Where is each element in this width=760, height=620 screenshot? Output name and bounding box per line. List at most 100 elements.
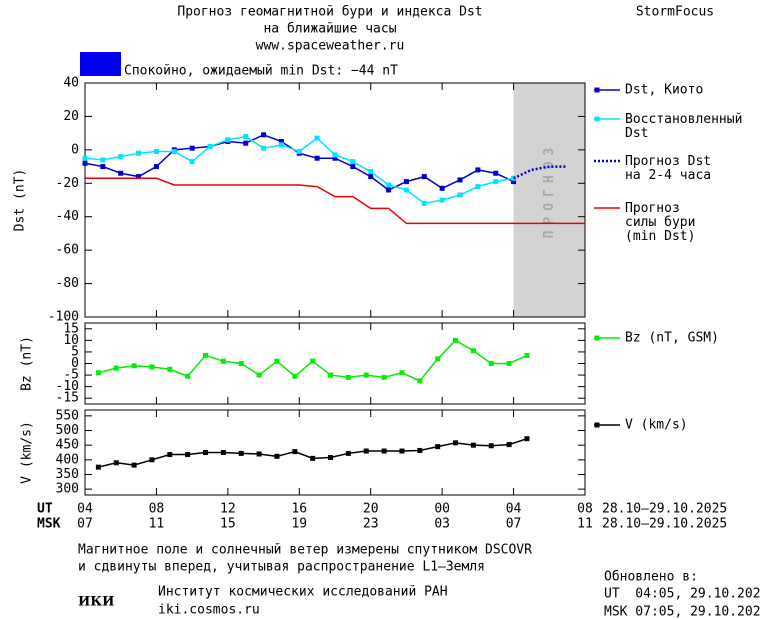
point	[261, 132, 267, 138]
point	[171, 149, 177, 155]
point	[256, 451, 262, 457]
legend-label: Dst, Киото	[625, 83, 703, 98]
y-tick-label: 5	[71, 344, 79, 359]
y-tick-label: 20	[63, 109, 79, 124]
status-box	[80, 52, 121, 76]
point	[345, 374, 351, 380]
y-axis-label: Dst (nT)	[13, 169, 28, 232]
point	[439, 185, 445, 191]
point	[261, 145, 267, 151]
point	[524, 436, 530, 442]
point	[470, 348, 476, 354]
point	[82, 155, 88, 161]
y-tick-label: 400	[56, 452, 79, 467]
institute: Институт космических исследований РАН	[158, 585, 448, 600]
point	[296, 149, 302, 155]
x-tick-label: 00	[434, 502, 450, 517]
point	[511, 179, 517, 185]
y-tick-label: 15	[63, 321, 79, 336]
point	[328, 372, 334, 378]
point	[363, 448, 369, 454]
point	[100, 157, 106, 163]
point	[457, 192, 463, 198]
brand: StormFocus	[636, 5, 714, 20]
point	[421, 200, 427, 206]
legend-label: Прогноз силы бури (min Dst)	[625, 201, 695, 244]
point	[256, 372, 262, 378]
point	[403, 179, 409, 185]
point	[243, 133, 249, 139]
point	[82, 160, 88, 166]
point	[207, 144, 213, 150]
point	[421, 174, 427, 180]
point	[475, 167, 481, 173]
point	[457, 177, 463, 183]
legend-label: V (km/s)	[625, 418, 688, 433]
y-tick-label: 0	[71, 142, 79, 157]
point	[113, 365, 119, 371]
point	[203, 352, 209, 358]
footer-note: Магнитное поле и солнечный ветер измерен…	[78, 543, 532, 558]
y-tick-label: -80	[56, 276, 79, 291]
y-tick-label: -20	[56, 176, 79, 191]
point	[238, 361, 244, 366]
point	[118, 170, 124, 176]
y-tick-label: 40	[63, 76, 79, 91]
point	[131, 363, 137, 369]
point	[332, 155, 338, 161]
point	[506, 442, 512, 448]
y-tick-label: 10	[63, 333, 79, 348]
x-tick-label: 20	[363, 502, 379, 517]
y-tick-label: -15	[56, 391, 79, 406]
point	[386, 182, 392, 188]
series-line	[84, 134, 514, 191]
point	[185, 373, 191, 379]
x-tick-label: 08	[577, 502, 593, 517]
point	[399, 448, 405, 454]
point	[203, 450, 209, 455]
subtitle: на ближайшие часы	[263, 22, 396, 37]
point	[417, 378, 423, 384]
point	[403, 187, 409, 193]
point	[167, 452, 173, 458]
point	[292, 373, 298, 379]
date-range: 28.10–29.10.2025	[602, 517, 727, 532]
y-tick-label: 550	[56, 408, 79, 423]
point	[332, 152, 338, 158]
point	[153, 149, 159, 155]
point	[399, 370, 405, 376]
x-tick-label: 04	[506, 502, 522, 517]
forecast-region	[513, 83, 585, 317]
url: www.spaceweather.ru	[256, 39, 405, 54]
point	[238, 450, 244, 456]
point	[243, 140, 249, 146]
plot-frame	[84, 82, 586, 318]
updated-msk: MSK 07:05, 29.10.2025	[604, 605, 760, 620]
x-tick-label-msk: 03	[434, 517, 450, 532]
point	[381, 448, 387, 454]
x-tick-label: 08	[149, 502, 165, 517]
point	[136, 150, 142, 156]
point	[475, 184, 481, 190]
series-line	[85, 177, 585, 225]
point	[488, 361, 494, 366]
y-tick-label: 300	[56, 482, 79, 497]
point	[274, 453, 280, 459]
footer-note: и сдвинуты вперед, учитывая распростране…	[78, 560, 485, 575]
point	[417, 447, 423, 453]
point	[189, 145, 195, 151]
point	[189, 159, 195, 165]
point	[185, 452, 191, 458]
x-tick-label-msk: 07	[77, 517, 93, 532]
point	[136, 174, 142, 180]
point	[310, 455, 316, 461]
point	[113, 460, 119, 466]
legend-marker	[594, 116, 600, 122]
point	[368, 169, 374, 175]
point	[470, 442, 476, 448]
x-tick-label-msk: 23	[363, 517, 379, 532]
x-tick-label-msk: 07	[506, 517, 522, 532]
y-tick-label: -5	[63, 368, 79, 383]
point	[274, 358, 280, 364]
point	[225, 137, 231, 143]
